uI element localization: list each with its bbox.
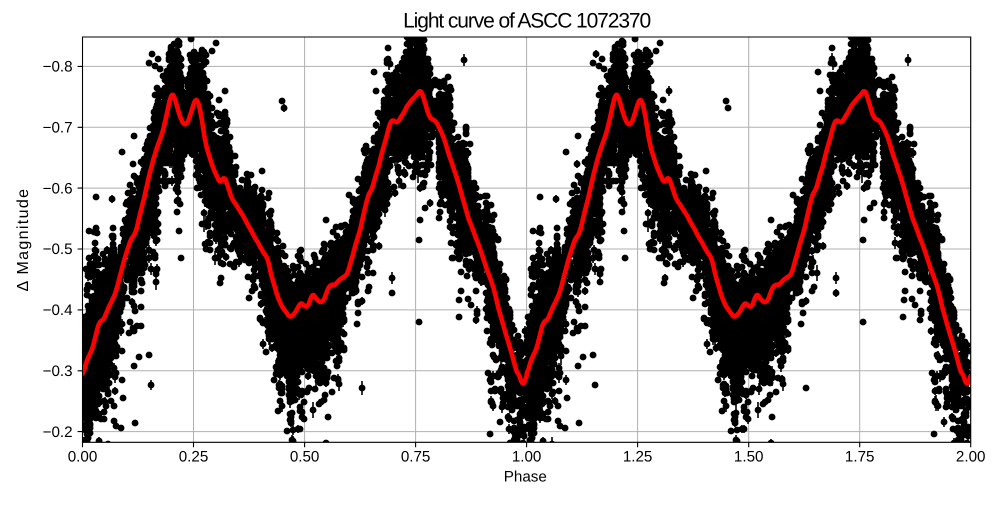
svg-text:Light curve of ASCC 1072370: Light curve of ASCC 1072370 xyxy=(403,10,650,33)
svg-text:0.75: 0.75 xyxy=(401,449,431,466)
svg-text:0.50: 0.50 xyxy=(290,449,320,466)
svg-text:1.00: 1.00 xyxy=(512,449,542,466)
svg-text:2.00: 2.00 xyxy=(956,449,986,466)
svg-text:1.75: 1.75 xyxy=(845,449,875,466)
svg-text:Phase: Phase xyxy=(504,469,547,486)
svg-text:−0.2: −0.2 xyxy=(43,424,73,441)
svg-text:−0.7: −0.7 xyxy=(43,120,73,137)
svg-text:1.50: 1.50 xyxy=(734,449,764,466)
svg-text:Δ Magnitude: Δ Magnitude xyxy=(15,188,32,292)
svg-text:1.25: 1.25 xyxy=(623,449,653,466)
svg-text:0.00: 0.00 xyxy=(68,449,98,466)
svg-text:−0.5: −0.5 xyxy=(43,241,73,258)
svg-text:−0.3: −0.3 xyxy=(43,363,73,380)
svg-text:−0.8: −0.8 xyxy=(43,59,73,76)
svg-text:−0.4: −0.4 xyxy=(43,302,73,319)
svg-text:−0.6: −0.6 xyxy=(43,180,73,197)
svg-text:0.25: 0.25 xyxy=(179,449,209,466)
